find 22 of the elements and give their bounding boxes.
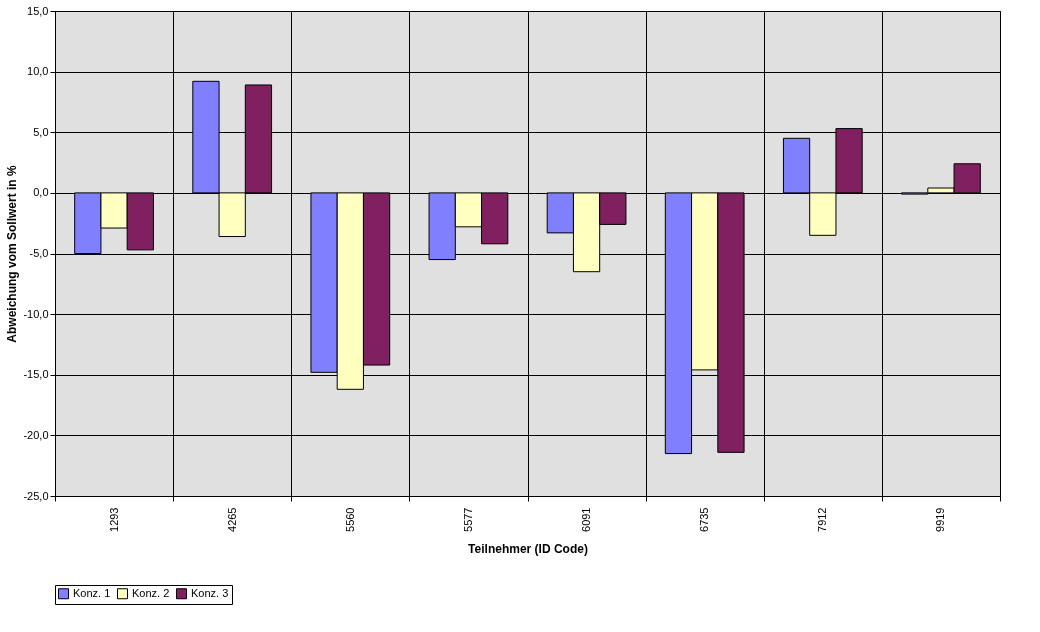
legend-label: Konz. 1	[73, 586, 111, 599]
legend-label: Konz. 3	[191, 586, 229, 599]
x-tick-label: 6735	[698, 507, 711, 532]
y-tick-label: 5,0	[33, 125, 49, 138]
x-tick-label: 5577	[461, 507, 474, 532]
legend-label: Konz. 2	[132, 586, 170, 599]
y-tick-label: -10,0	[23, 307, 49, 320]
x-tick-label: 4265	[225, 507, 238, 532]
x-tick-label: 6091	[580, 507, 593, 532]
y-tick-label: 15,0	[27, 4, 49, 17]
y-tick-label: -5,0	[29, 247, 49, 259]
y-axis-title: Abweichung vom Sollwert in %	[5, 165, 20, 343]
y-tick-label: -15,0	[23, 368, 49, 381]
y-tick-label: 0,0	[33, 186, 49, 199]
x-tick-label: 7912	[816, 507, 829, 532]
x-tick-label: 9919	[934, 507, 947, 532]
x-axis-title: Teilnehmer (ID Code)	[468, 541, 588, 556]
x-tick-label: 5560	[343, 507, 356, 532]
x-tick-label: 1293	[107, 507, 120, 532]
y-tick-label: 10,0	[27, 65, 49, 78]
y-tick-label: -25,0	[23, 489, 49, 502]
y-tick-label: -20,0	[23, 428, 49, 441]
